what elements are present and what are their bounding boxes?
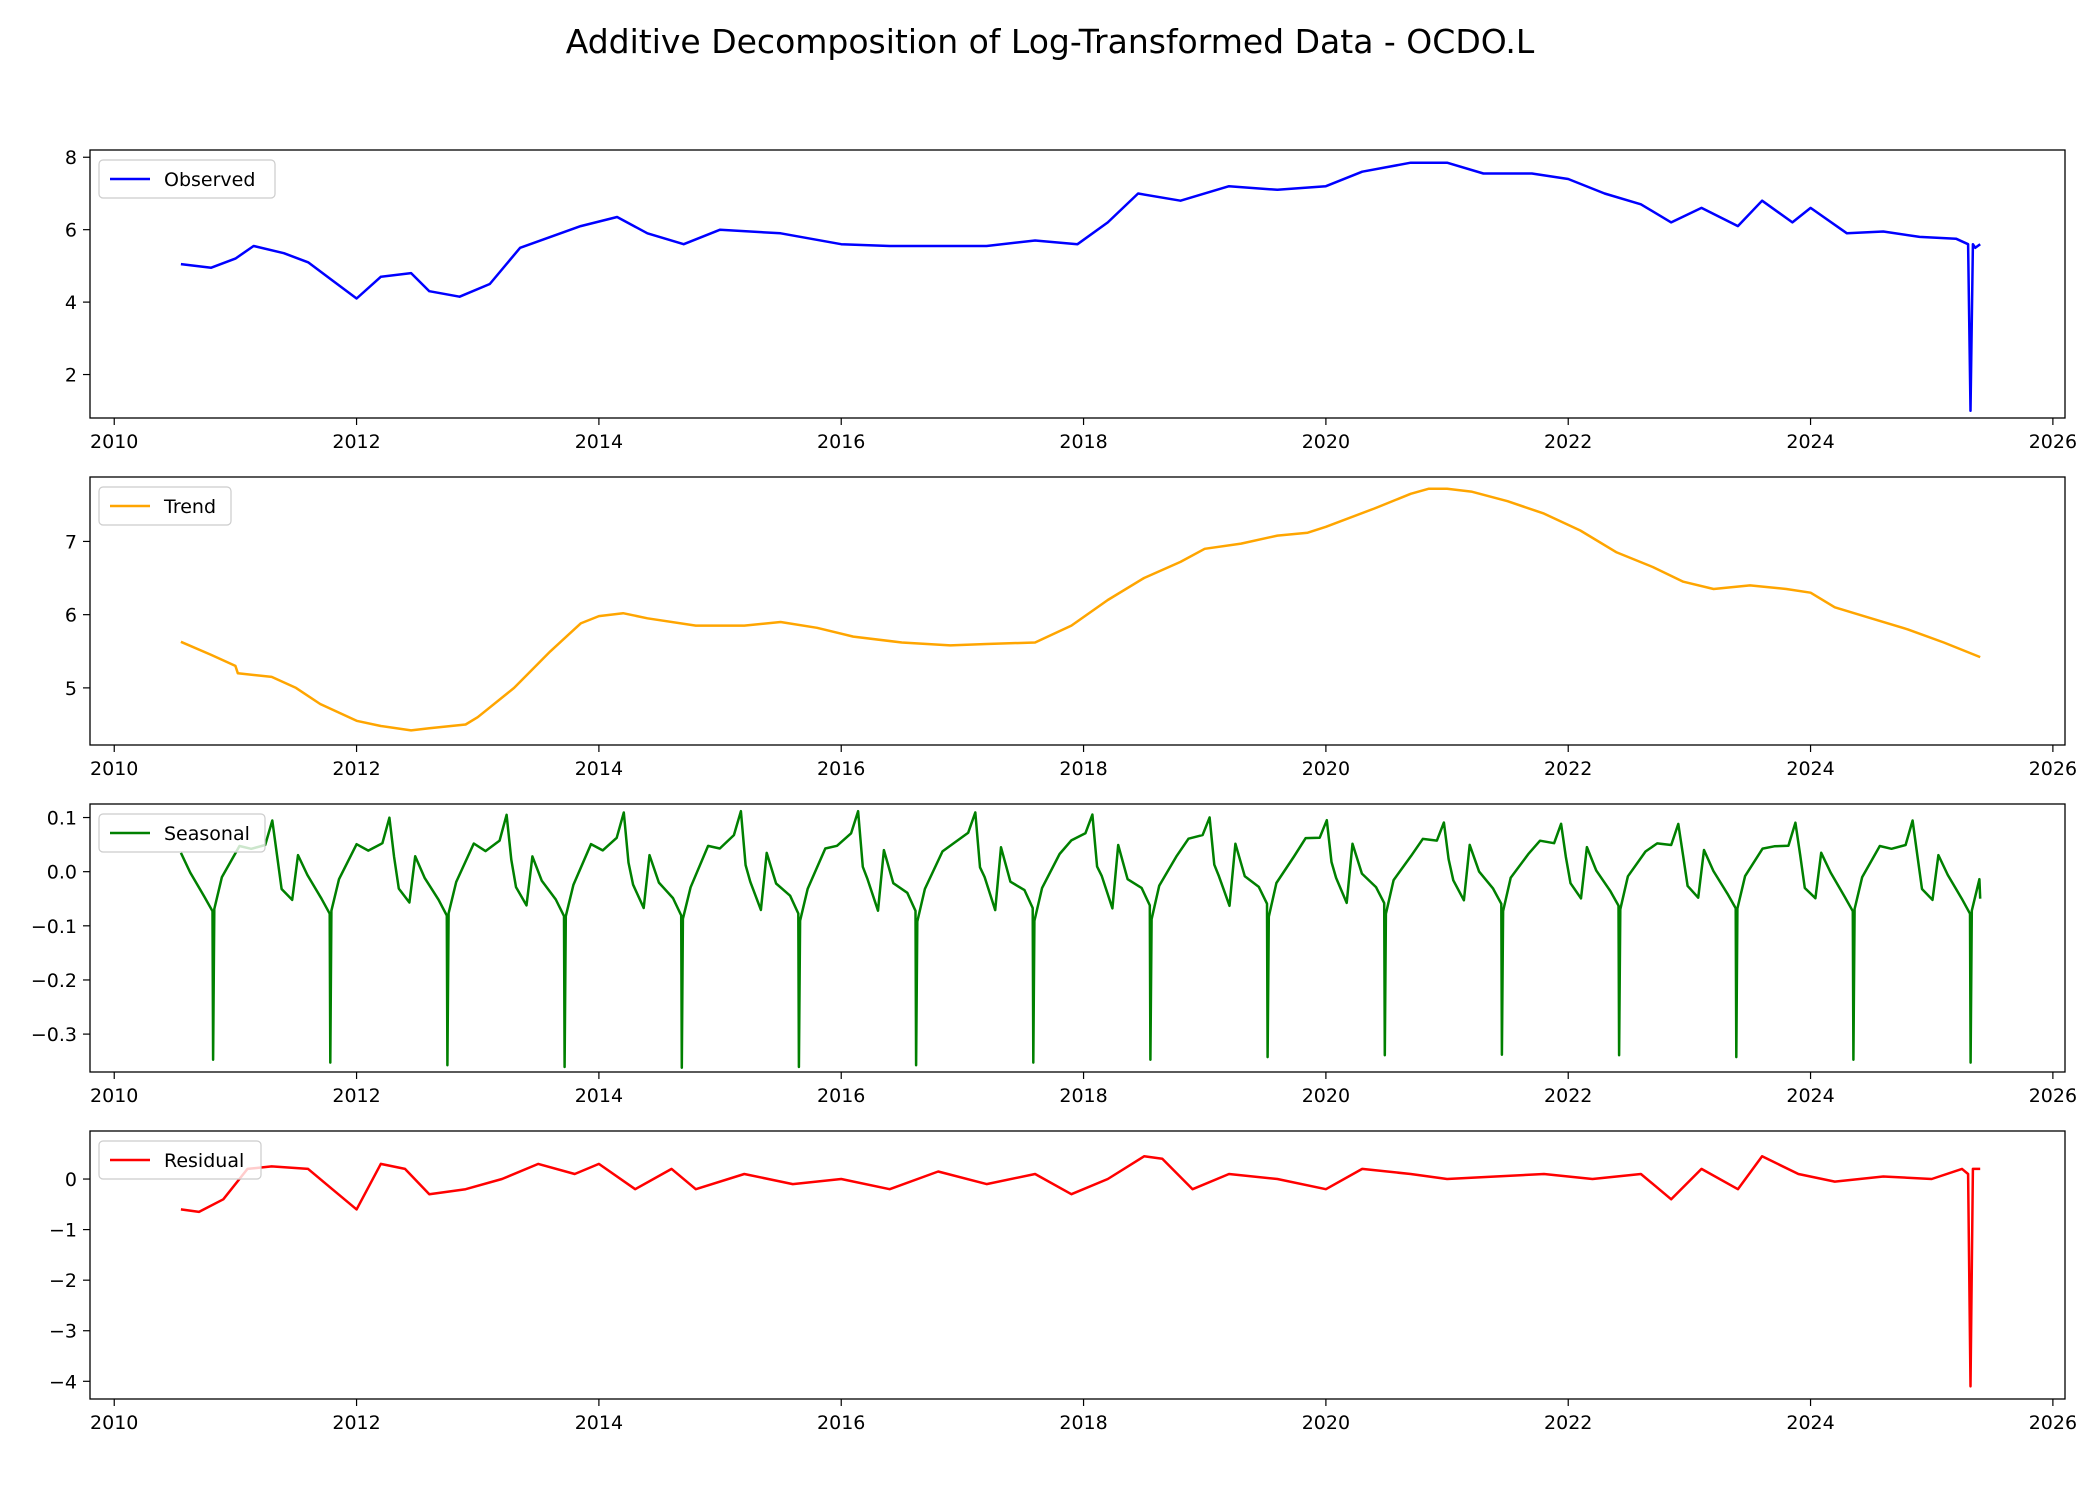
observed-ytick-label: 4 — [65, 292, 77, 314]
trend-axes-frame — [89, 476, 2066, 746]
seasonal-xtick-label: 2024 — [1786, 1085, 1834, 1107]
trend-series-line — [180, 487, 1981, 732]
observed-ytick-label: 2 — [65, 365, 77, 387]
trend-xtick-label: 2026 — [2029, 758, 2077, 780]
residual-xtick-label: 2020 — [1302, 1412, 1350, 1434]
figure-title: Additive Decomposition of Log-Transforme… — [565, 22, 1535, 61]
trend-xtick-label: 2016 — [817, 758, 865, 780]
residual-panel: 2010 2012 2014 2016 2018 2020 2022 2024 2026 −4 −3… — [49, 1130, 2077, 1434]
residual-xtick-label: 2022 — [1544, 1412, 1592, 1434]
trend-ytick-label: 6 — [65, 605, 77, 627]
seasonal-axes-frame — [89, 803, 2066, 1073]
seasonal-series-line — [179, 809, 1982, 1069]
seasonal-xtick-label: 2016 — [817, 1085, 865, 1107]
observed-ytick-label: 6 — [65, 220, 77, 242]
seasonal-xtick-label: 2012 — [332, 1085, 380, 1107]
observed-xtick-label: 2024 — [1786, 431, 1834, 453]
residual-ytick-label: −3 — [49, 1321, 77, 1343]
seasonal-xtick-label: 2018 — [1059, 1085, 1107, 1107]
residual-ytick-label: −2 — [49, 1270, 77, 1292]
trend-xtick-label: 2012 — [332, 758, 380, 780]
trend-panel: 2010 2012 2014 2016 2018 2020 2022 2024 2026 5 6 7 T… — [65, 476, 2077, 780]
residual-axes-frame — [89, 1130, 2066, 1400]
seasonal-ytick-label: 0.1 — [47, 808, 77, 830]
observed-xtick-label: 2016 — [817, 431, 865, 453]
trend-xtick-label: 2020 — [1302, 758, 1350, 780]
observed-xtick-label: 2010 — [90, 431, 138, 453]
trend-legend-box — [98, 486, 232, 526]
observed-axes-frame — [89, 149, 2066, 419]
seasonal-xtick-label: 2020 — [1302, 1085, 1350, 1107]
residual-xtick-label: 2014 — [575, 1412, 623, 1434]
residual-legend-label: Residual — [164, 1150, 244, 1172]
trend-ytick-label: 7 — [65, 531, 77, 553]
residual-legend: Residual — [98, 1140, 262, 1180]
observed-xtick-label: 2018 — [1059, 431, 1107, 453]
seasonal-xtick-label: 2022 — [1544, 1085, 1592, 1107]
residual-legend-box — [98, 1140, 262, 1180]
observed-xtick-label: 2012 — [332, 431, 380, 453]
residual-ytick-label: −1 — [49, 1220, 77, 1242]
seasonal-ytick-label: −0.2 — [31, 970, 77, 992]
residual-series-line — [180, 1155, 1981, 1388]
residual-xtick-label: 2024 — [1786, 1412, 1834, 1434]
observed-xtick-label: 2014 — [575, 431, 623, 453]
residual-xtick-label: 2012 — [332, 1412, 380, 1434]
trend-xtick-label: 2024 — [1786, 758, 1834, 780]
residual-xtick-label: 2018 — [1059, 1412, 1107, 1434]
trend-ytick-label: 5 — [65, 678, 77, 700]
observed-xtick-label: 2020 — [1302, 431, 1350, 453]
seasonal-xtick-label: 2010 — [90, 1085, 138, 1107]
seasonal-ytick-label: −0.1 — [31, 916, 77, 938]
residual-ytick-label: −4 — [49, 1371, 77, 1393]
seasonal-ytick-label: 0.0 — [47, 862, 77, 884]
observed-ytick-label: 8 — [65, 147, 77, 169]
observed-legend-box — [98, 159, 276, 199]
residual-xtick-label: 2010 — [90, 1412, 138, 1434]
trend-xtick-label: 2010 — [90, 758, 138, 780]
trend-legend-label: Trend — [163, 496, 216, 518]
observed-legend: Observed — [98, 159, 276, 199]
residual-xtick-label: 2026 — [2029, 1412, 2077, 1434]
seasonal-panel: 2010 2012 2014 2016 2018 2020 2022 2024 2026 −0.3… — [31, 803, 2077, 1107]
trend-xtick-label: 2018 — [1059, 758, 1107, 780]
seasonal-legend: Seasonal — [98, 813, 266, 853]
residual-xtick-label: 2016 — [817, 1412, 865, 1434]
trend-xtick-label: 2022 — [1544, 758, 1592, 780]
trend-legend: Trend — [98, 486, 232, 526]
seasonal-legend-label: Seasonal — [164, 823, 250, 845]
seasonal-xtick-label: 2026 — [2029, 1085, 2077, 1107]
observed-xtick-label: 2026 — [2029, 431, 2077, 453]
observed-panel: 2010 2012 2014 2016 2018 2020 2022 2024 2026 2 4 6 8… — [65, 147, 2077, 453]
residual-ytick-label: 0 — [65, 1169, 77, 1191]
observed-xtick-label: 2022 — [1544, 431, 1592, 453]
observed-legend-label: Observed — [164, 169, 255, 191]
trend-xtick-label: 2014 — [575, 758, 623, 780]
seasonal-xtick-label: 2014 — [575, 1085, 623, 1107]
seasonal-legend-box — [98, 813, 266, 853]
observed-series-line — [180, 161, 1981, 413]
seasonal-ytick-label: −0.3 — [31, 1024, 77, 1046]
